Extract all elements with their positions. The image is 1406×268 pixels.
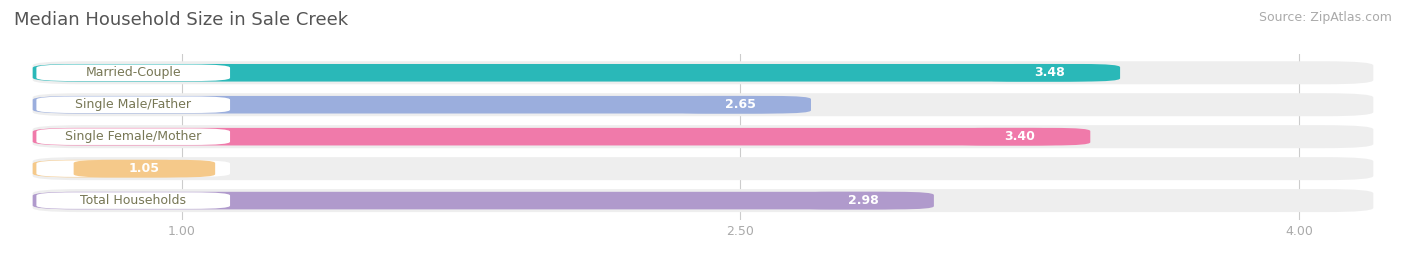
Text: Married-Couple: Married-Couple [86,66,181,79]
FancyBboxPatch shape [32,157,1374,180]
FancyBboxPatch shape [32,96,796,114]
Text: 2.98: 2.98 [848,194,879,207]
FancyBboxPatch shape [32,160,200,177]
FancyBboxPatch shape [949,128,1090,146]
FancyBboxPatch shape [32,64,1105,81]
Text: Single Male/Father: Single Male/Father [76,98,191,111]
FancyBboxPatch shape [669,96,811,114]
FancyBboxPatch shape [979,64,1121,81]
FancyBboxPatch shape [37,65,231,81]
Text: 3.40: 3.40 [1004,130,1035,143]
Text: 2.65: 2.65 [725,98,755,111]
FancyBboxPatch shape [37,160,231,177]
Text: Non-family: Non-family [100,162,167,175]
FancyBboxPatch shape [32,189,1374,212]
Text: 1.05: 1.05 [129,162,160,175]
FancyBboxPatch shape [37,128,231,145]
Text: Source: ZipAtlas.com: Source: ZipAtlas.com [1258,11,1392,24]
Text: Single Female/Mother: Single Female/Mother [65,130,201,143]
Text: Total Households: Total Households [80,194,186,207]
FancyBboxPatch shape [32,125,1374,148]
FancyBboxPatch shape [793,192,934,209]
FancyBboxPatch shape [32,192,920,209]
FancyBboxPatch shape [37,192,231,209]
FancyBboxPatch shape [37,96,231,113]
Text: Median Household Size in Sale Creek: Median Household Size in Sale Creek [14,11,349,29]
FancyBboxPatch shape [73,160,215,177]
Text: 3.48: 3.48 [1033,66,1064,79]
FancyBboxPatch shape [32,93,1374,116]
FancyBboxPatch shape [32,128,1076,146]
FancyBboxPatch shape [32,61,1374,84]
